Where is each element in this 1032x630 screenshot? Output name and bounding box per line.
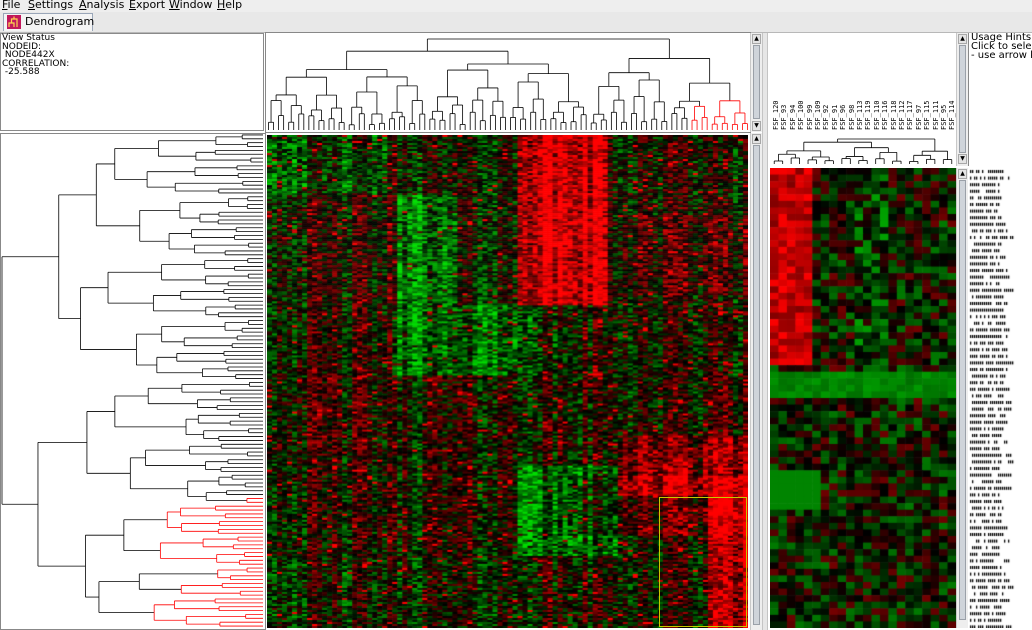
- menu-file[interactable]: File: [2, 0, 21, 11]
- scroll-thumb[interactable]: [753, 145, 760, 625]
- node-id-label: NODEID:: [2, 41, 42, 52]
- column-label: FSF_93: [780, 104, 789, 130]
- zoom-array-tree[interactable]: [770, 133, 956, 166]
- global-array-tree-frame: [265, 32, 751, 133]
- usage-hints-title: Usage Hints: [971, 33, 1032, 43]
- usage-hint-line: Click to select: [971, 41, 1032, 52]
- column-labels: FSF_120 FSF_93 FSF_94 FSF_100 FSF_99 FSF_109 F…: [770, 33, 956, 133]
- usage-hint-line: - use arrow ke: [971, 50, 1032, 61]
- tab-dendrogram[interactable]: Dendrogram: [3, 13, 95, 31]
- column-label: FSF_113: [856, 100, 864, 130]
- scroll-up-arrow-icon[interactable]: ▲: [752, 134, 761, 144]
- zoom-labels-scrollbar[interactable]: ▲ ▼: [956, 33, 968, 166]
- global-gene-tree-frame: [0, 133, 266, 630]
- column-label: FSF_115: [923, 100, 932, 130]
- column-label: FSF_120: [772, 100, 780, 130]
- column-label: FSF_95: [940, 104, 948, 130]
- node-id-value: NODE442X: [2, 50, 55, 61]
- view-status-title: View Status: [2, 33, 55, 43]
- column-label: FSF_91: [830, 104, 839, 130]
- gene-labels: [969, 168, 1032, 628]
- usage-hints-panel: Usage Hints Click to select - use arrow …: [969, 33, 1032, 131]
- column-label: FSF_112: [898, 100, 906, 130]
- array-tree-scrollbar[interactable]: ▲ ▼: [750, 33, 762, 132]
- menu-window[interactable]: Window: [169, 0, 213, 11]
- selection-box: [659, 497, 747, 627]
- column-label: FSF_100: [797, 100, 806, 130]
- zoom-heatmap[interactable]: [770, 168, 956, 628]
- column-label: FSF_109: [814, 100, 822, 130]
- column-label: FSF_119: [864, 100, 873, 130]
- tab-label: Dendrogram: [25, 15, 95, 28]
- scroll-down-arrow-icon[interactable]: ▼: [752, 121, 761, 131]
- global-gene-tree[interactable]: [0, 133, 265, 630]
- column-label: FSF_118: [889, 100, 898, 130]
- menu-export[interactable]: Export: [129, 0, 166, 11]
- scroll-up-arrow-icon[interactable]: ▲: [958, 169, 967, 179]
- menu-help[interactable]: Help: [217, 0, 243, 11]
- column-label: FSF_114: [948, 100, 956, 130]
- column-label: FSF_98: [847, 104, 856, 130]
- scroll-thumb[interactable]: [753, 45, 760, 119]
- column-label: FSF_116: [881, 100, 890, 130]
- split-divider[interactable]: [762, 33, 768, 630]
- hints-divider: [968, 33, 969, 166]
- menu-analysis[interactable]: Analysis: [79, 0, 125, 11]
- view-status-panel: View Status NODEID: NODE442X CORRELATION…: [0, 33, 264, 131]
- scroll-up-arrow-icon[interactable]: ▲: [958, 34, 967, 44]
- correlation-value: -25.588: [2, 67, 40, 78]
- scroll-down-arrow-icon[interactable]: ▼: [958, 154, 967, 164]
- column-label: FSF_92: [822, 104, 831, 130]
- tab-strip: Dendrogram: [0, 12, 1032, 33]
- scroll-thumb[interactable]: [959, 180, 966, 620]
- global-heatmap[interactable]: [267, 135, 748, 628]
- zoom-heatmap-scrollbar[interactable]: ▲: [956, 168, 968, 628]
- dendrogram-icon: [7, 15, 21, 29]
- column-label: FSF_97: [914, 104, 923, 130]
- scroll-up-arrow-icon[interactable]: ▲: [752, 34, 761, 44]
- scroll-thumb[interactable]: [959, 45, 966, 153]
- column-label: FSF_111: [931, 100, 940, 130]
- menu-bar: File Settings Analysis Export Window Hel…: [0, 0, 1032, 12]
- column-label: FSF_99: [805, 104, 814, 130]
- correlation-label: CORRELATION:: [2, 58, 70, 69]
- column-label: FSF_94: [788, 104, 797, 130]
- global-array-tree[interactable]: [266, 33, 750, 132]
- column-label: FSF_117: [906, 100, 915, 130]
- column-label: FSF_110: [872, 100, 881, 130]
- column-label: FSF_96: [839, 104, 848, 130]
- global-view-scrollbar[interactable]: ▲: [750, 133, 762, 630]
- menu-settings[interactable]: Settings: [28, 0, 74, 11]
